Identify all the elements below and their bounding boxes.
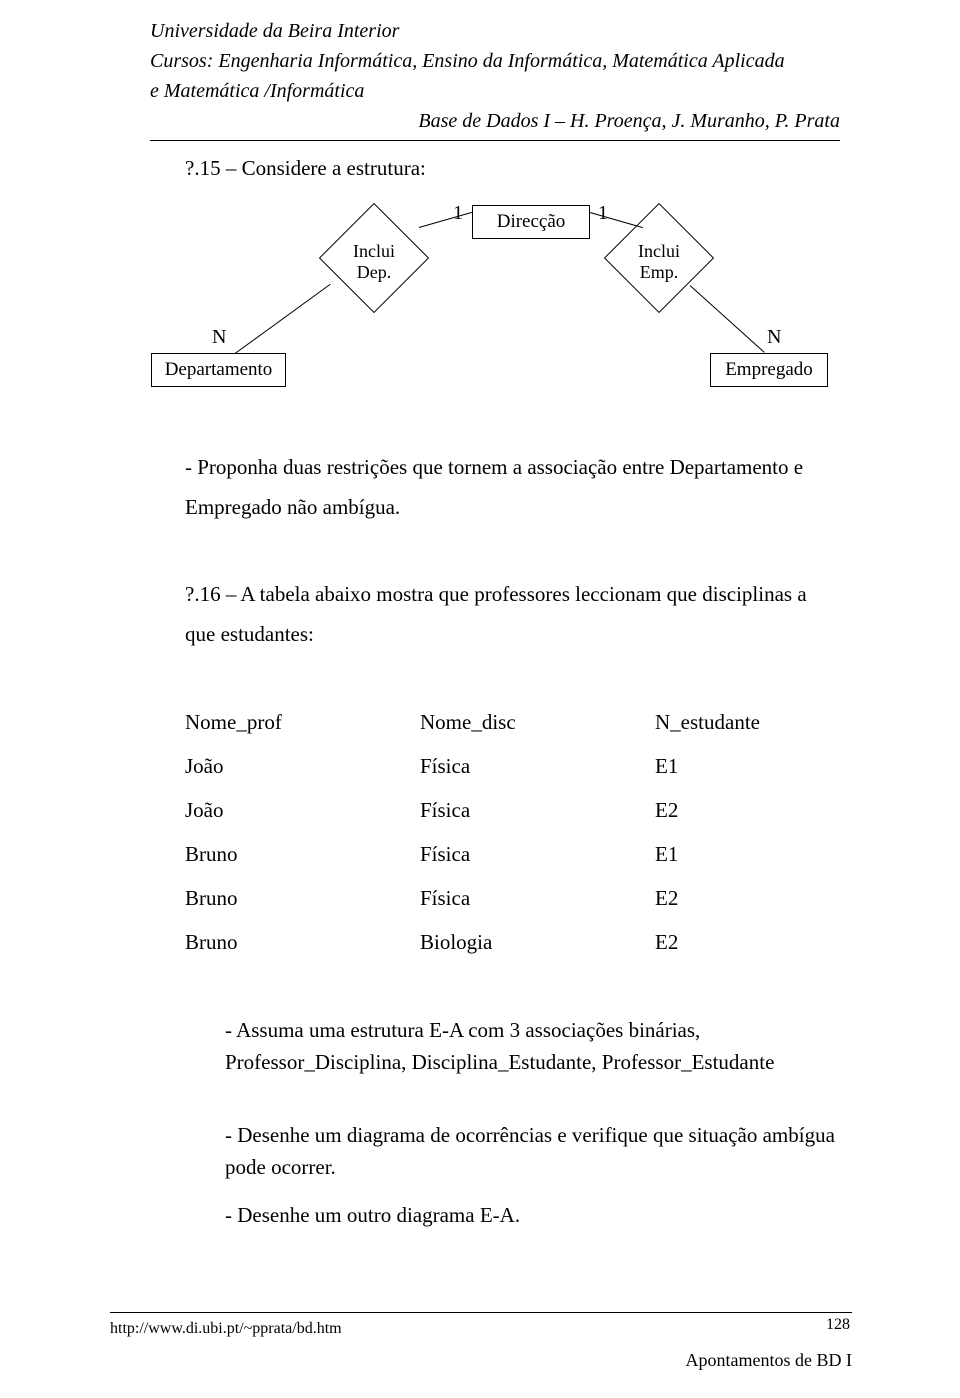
page-number: 128 <box>826 1316 850 1334</box>
diagram-line <box>690 285 765 353</box>
table-cell: E2 <box>655 876 805 920</box>
column-header: Nome_prof <box>185 700 420 744</box>
bullet-1: - Assuma uma estrutura E-A com 3 associa… <box>225 1015 840 1078</box>
entity-direccao: Direcção <box>472 205 590 239</box>
column-header: N_estudante <box>655 700 805 744</box>
data-table: Nome_prof Nome_disc N_estudante João Fís… <box>185 700 805 965</box>
header-courses-1: Cursos: Engenharia Informática, Ensino d… <box>150 46 850 76</box>
footer-url: http://www.di.ubi.pt/~pprata/bd.htm <box>110 1320 342 1338</box>
footer-notes: Apontamentos de BD I <box>686 1350 852 1371</box>
bullet-2: - Desenhe um diagrama de ocorrências e v… <box>225 1120 840 1183</box>
entity-empregado: Empregado <box>710 353 828 387</box>
table-row: Bruno Biologia E2 <box>185 920 805 964</box>
table-cell: Física <box>420 788 655 832</box>
cardinality-one-right: 1 <box>598 202 608 225</box>
table-cell: João <box>185 788 420 832</box>
table-header-row: Nome_prof Nome_disc N_estudante <box>185 700 805 744</box>
bullet-3: - Desenhe um outro diagrama E-A. <box>225 1200 840 1232</box>
table-cell: Física <box>420 832 655 876</box>
entity-direccao-label: Direcção <box>497 211 566 233</box>
table-row: Bruno Física E2 <box>185 876 805 920</box>
table-cell: Bruno <box>185 832 420 876</box>
entity-empregado-label: Empregado <box>725 359 813 381</box>
diagram-line <box>419 212 472 228</box>
table-cell: Física <box>420 744 655 788</box>
table-cell: E2 <box>655 788 805 832</box>
cardinality-n-right: N <box>767 326 781 349</box>
footer-divider <box>110 1312 852 1313</box>
entity-departamento: Departamento <box>151 353 286 387</box>
table-cell: Bruno <box>185 876 420 920</box>
table-cell: Física <box>420 876 655 920</box>
cardinality-n-left: N <box>212 326 226 349</box>
table-row: Bruno Física E1 <box>185 832 805 876</box>
header-courses-2: e Matemática /Informática <box>150 76 850 106</box>
header-institution: Universidade da Beira Interior <box>150 16 850 46</box>
table-cell: E1 <box>655 744 805 788</box>
header-course-title: Base de Dados I – H. Proença, J. Muranho… <box>150 106 840 136</box>
question-15-body: - Proponha duas restrições que tornem a … <box>185 448 840 528</box>
diagram-line <box>235 284 331 354</box>
entity-departamento-label: Departamento <box>165 359 273 381</box>
table-cell: Bruno <box>185 920 420 964</box>
relation-inclui-dep-label: Inclui Dep. <box>339 241 409 282</box>
table-cell: E1 <box>655 832 805 876</box>
table-cell: João <box>185 744 420 788</box>
table-row: João Física E2 <box>185 788 805 832</box>
question-16-title: ?.16 – A tabela abaixo mostra que profes… <box>185 575 840 655</box>
header-divider <box>150 140 840 141</box>
question-15-title: ?.15 – Considere a estrutura: <box>185 156 426 181</box>
column-header: Nome_disc <box>420 700 655 744</box>
cardinality-one-left: 1 <box>453 202 463 225</box>
table-cell: E2 <box>655 920 805 964</box>
table-row: João Física E1 <box>185 744 805 788</box>
er-diagram: Direcção Inclui Dep. Inclui Emp. 1 1 N N… <box>150 205 840 425</box>
table-cell: Biologia <box>420 920 655 964</box>
relation-inclui-emp-label: Inclui Emp. <box>624 241 694 282</box>
